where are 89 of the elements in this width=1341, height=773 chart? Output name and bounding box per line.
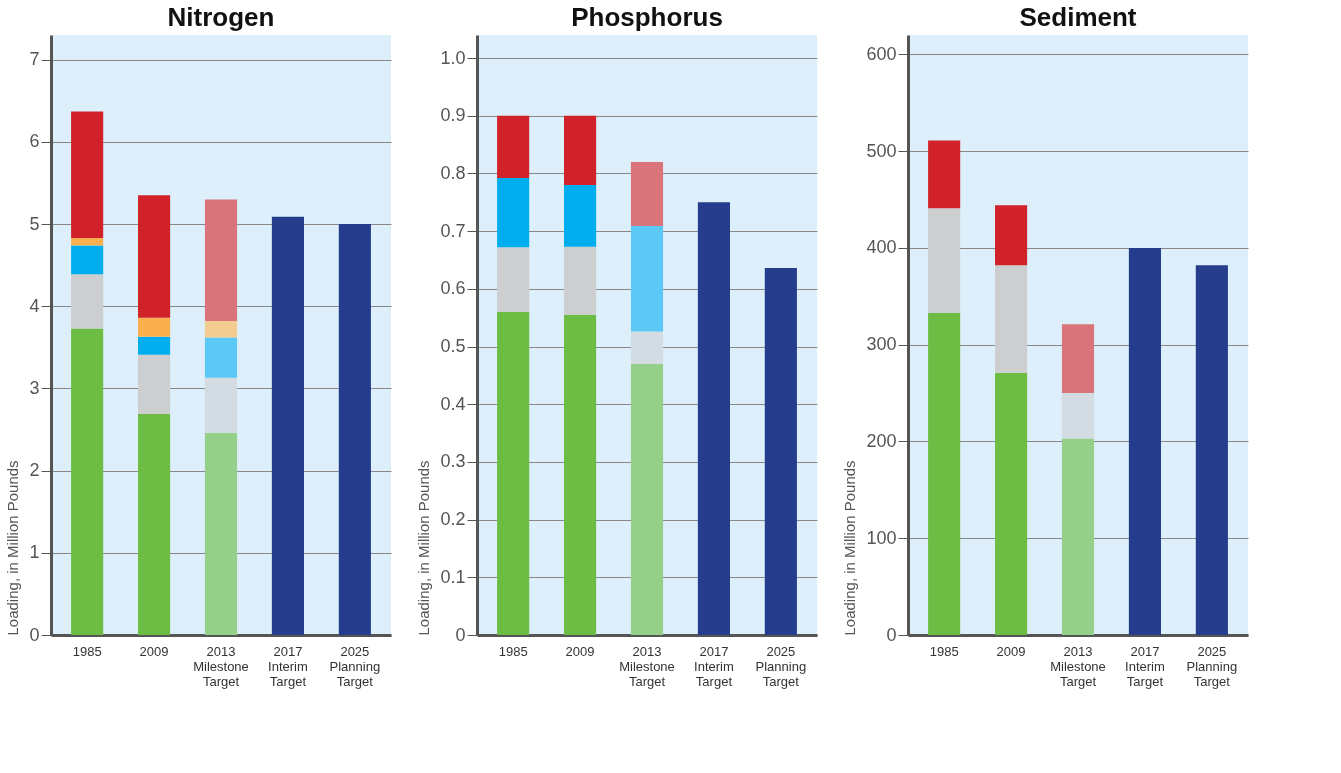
y-tick-label: 0.3 [440, 451, 466, 472]
bar [204, 199, 238, 322]
bar [204, 337, 238, 378]
y-tick-label: 0.6 [440, 278, 466, 299]
x-tick-label: 2013 Milestone Target [1050, 643, 1106, 689]
x-tick-label: 2025 Planning Target [329, 643, 381, 689]
bar [497, 311, 530, 635]
x-tick-label: 2013 Milestone Target [193, 643, 249, 689]
bar [630, 225, 664, 332]
bar [995, 205, 1028, 266]
y-tick-label: 6 [29, 131, 40, 152]
bar [1061, 324, 1095, 394]
y-tick-label: 0.5 [440, 336, 466, 357]
chart-title: Sediment [1019, 2, 1137, 32]
y-axis-title: Loading, in Million Pounds [4, 460, 22, 636]
bar [1061, 393, 1095, 439]
y-tick-label: 0 [455, 624, 466, 645]
y-tick-label: 300 [866, 334, 897, 355]
bar [204, 432, 238, 635]
bar [71, 111, 104, 239]
y-tick-label: 500 [866, 140, 897, 161]
bar [271, 216, 304, 635]
chart-title: Phosphorus [571, 2, 723, 32]
y-tick-label: 5 [29, 213, 40, 234]
bar [71, 274, 104, 329]
y-tick-label: 400 [866, 237, 897, 258]
x-tick-label: 2017 Interim Target [268, 643, 308, 689]
bar [138, 317, 171, 337]
bar [928, 140, 961, 209]
bar [1128, 247, 1161, 635]
bar [71, 245, 104, 275]
bar [1061, 438, 1095, 635]
y-tick-label: 0.2 [440, 509, 466, 530]
x-tick-label: 2025 Planning Target [1186, 643, 1238, 689]
bar [204, 321, 238, 338]
bar [995, 265, 1028, 373]
x-tick-label: 2017 Interim Target [1125, 643, 1165, 689]
bar [338, 224, 371, 635]
y-tick-label: 7 [29, 49, 40, 70]
bar [630, 331, 664, 364]
y-tick-label: 0 [886, 624, 897, 645]
y-tick-label: 600 [866, 43, 897, 64]
bar [204, 377, 238, 433]
chart-title: Nitrogen [167, 2, 275, 32]
bar [71, 238, 104, 246]
y-tick-label: 2 [29, 460, 40, 481]
bar [497, 247, 530, 312]
x-tick-label: 2025 Planning Target [755, 643, 807, 689]
y-tick-label: 0.1 [440, 566, 466, 587]
x-tick-label: 1985 [498, 643, 528, 659]
bar [928, 208, 961, 313]
y-tick-label: 0 [29, 624, 40, 645]
x-tick-label: 2009 [565, 643, 595, 659]
bar [138, 413, 171, 635]
bar [71, 328, 104, 635]
x-tick-label: 2009 [996, 643, 1026, 659]
bar [497, 178, 530, 248]
y-axis-title: Loading, in Million Pounds [841, 460, 859, 636]
x-tick-label: 2013 Milestone Target [619, 643, 675, 689]
x-tick-label: 2017 Interim Target [694, 643, 734, 689]
y-tick-label: 1.0 [440, 47, 466, 68]
bar [764, 268, 797, 635]
y-tick-label: 0.8 [440, 162, 466, 183]
bar [697, 202, 730, 635]
bar [564, 314, 597, 635]
y-tick-label: 100 [866, 527, 897, 548]
bar [138, 336, 171, 355]
y-tick-label: 0.9 [440, 105, 466, 126]
bar [497, 115, 530, 179]
x-tick-label: 1985 [929, 643, 959, 659]
bar [564, 115, 597, 185]
bar [564, 246, 597, 315]
bar [1195, 265, 1228, 635]
y-tick-label: 0.7 [440, 220, 466, 241]
y-tick-label: 3 [29, 377, 40, 398]
x-tick-label: 1985 [72, 643, 102, 659]
y-tick-label: 200 [866, 430, 897, 451]
bar [630, 161, 664, 226]
y-axis-title: Loading, in Million Pounds [415, 460, 433, 636]
bar [928, 312, 961, 635]
y-tick-label: 4 [29, 295, 40, 316]
y-tick-label: 1 [29, 542, 40, 563]
y-tick-label: 0.4 [440, 393, 466, 414]
bar [564, 185, 597, 247]
bar [138, 354, 171, 414]
bar [630, 363, 664, 635]
bar [995, 372, 1028, 635]
bar [138, 195, 171, 318]
x-tick-label: 2009 [139, 643, 169, 659]
